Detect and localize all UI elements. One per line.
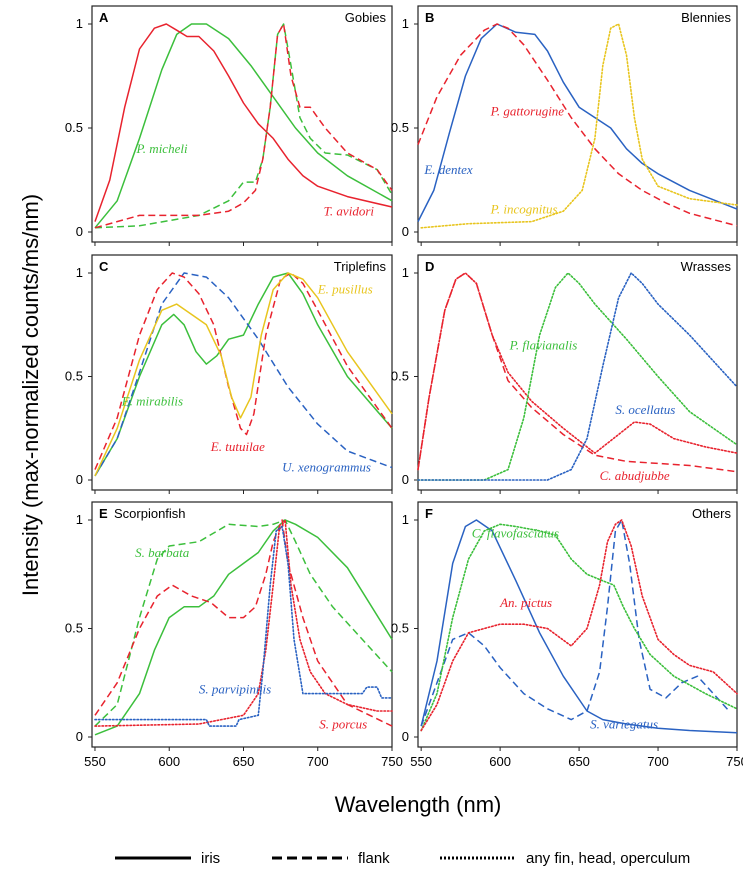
- species-label: C. abudjubbe: [600, 468, 670, 483]
- species-label: E. pusillus: [317, 282, 373, 297]
- y-tick-label: 1: [402, 16, 409, 31]
- series-line-s-variegatus-dashed: [420, 519, 730, 727]
- species-label: S. parvipinnis: [199, 682, 271, 697]
- series-line-c-flavofasciatus-dotted: [420, 523, 738, 732]
- series-line-t-avidori-solid: [94, 23, 393, 222]
- panel-letter: A: [99, 10, 109, 25]
- series-line-s-barbata-dashed: [94, 519, 393, 727]
- series-line-p-flavianalis-dotted: [417, 272, 738, 481]
- species-label: U. xenogrammus: [282, 460, 371, 475]
- series-line-p-micheli-solid: [94, 23, 393, 229]
- series-line-s-porcus-dotted: [94, 519, 393, 727]
- series-line-s-barbata-solid: [94, 519, 393, 736]
- panel-title: Scorpionfish: [114, 506, 186, 521]
- species-label: P. micheli: [136, 141, 188, 156]
- legend: iris flank any fin, head, operculum: [115, 850, 690, 867]
- species-label: An. pictus: [499, 595, 552, 610]
- panel-c: 0 0.5 1 E. pusillus E. mirabilis E. tutuilae U…: [65, 254, 393, 494]
- panel-frame: [417, 254, 738, 491]
- x-tick-label: 600: [158, 754, 180, 769]
- panel-title: Others: [692, 506, 732, 521]
- series-line-s-variegatus-solid: [420, 519, 738, 734]
- x-tick-label: 700: [647, 754, 669, 769]
- species-label: P. incognitus: [490, 201, 558, 216]
- series-line-t-avidori-dashed: [94, 23, 393, 229]
- x-tick-label: 650: [568, 754, 590, 769]
- panels: 0 0.5 1 P. micheli T. avidori A Gobies 0 0.5 1 P. …: [65, 5, 743, 769]
- y-tick-label: 1: [76, 265, 83, 280]
- y-tick-label: 0.5: [65, 621, 83, 636]
- series-line-an-pictus-dotted: [420, 519, 738, 732]
- y-tick-label: 0: [76, 729, 83, 744]
- panel-e: 0 0.5 1 550 600 650 700 750 S. barbata S. parvipi…: [65, 501, 403, 769]
- series-line-c-abudjubbe-dotted: [417, 272, 738, 471]
- y-tick-label: 0.5: [391, 369, 409, 384]
- panel-d: 0 0.5 1 P. flavianalis S. ocellatus C. abudju…: [391, 254, 738, 494]
- species-label: C. flavofasciatus: [472, 525, 559, 540]
- species-label: S. porcus: [319, 716, 367, 731]
- species-label: P. gattorugine: [490, 104, 565, 119]
- panel-a: 0 0.5 1 P. micheli T. avidori A Gobies: [65, 5, 393, 246]
- panel-letter: F: [425, 506, 433, 521]
- y-tick-label: 0: [76, 224, 83, 239]
- y-tick-label: 0.5: [391, 621, 409, 636]
- panel-frame: [417, 501, 738, 748]
- species-label: E. mirabilis: [121, 393, 183, 408]
- species-label: E. dentex: [423, 162, 473, 177]
- panel-title: Wrasses: [681, 259, 732, 274]
- y-tick-label: 1: [76, 512, 83, 527]
- species-label: S. variegatus: [590, 716, 658, 731]
- panel-letter: C: [99, 259, 109, 274]
- y-axis-label: Intensity (max-normalized counts/ms/nm): [18, 194, 43, 596]
- y-tick-label: 0: [402, 729, 409, 744]
- x-tick-label: 550: [410, 754, 432, 769]
- series-line-u-xenogrammus-dashed: [94, 272, 393, 477]
- y-tick-label: 0: [402, 472, 409, 487]
- legend-label-solid: iris: [201, 850, 220, 867]
- species-label: E. tutuilae: [210, 439, 265, 454]
- series-line-p-micheli-dashed: [94, 23, 393, 229]
- series-line-s-parvipinnis-dotted: [94, 525, 393, 727]
- panel-title: Gobies: [345, 10, 387, 25]
- y-tick-label: 1: [402, 265, 409, 280]
- series-line-e-tutuilae-dashed: [94, 272, 393, 470]
- x-tick-label: 750: [381, 754, 403, 769]
- x-tick-label: 600: [489, 754, 511, 769]
- y-tick-label: 0: [76, 472, 83, 487]
- x-tick-label: 550: [84, 754, 106, 769]
- series-line-e-pusillus-solid: [94, 272, 393, 477]
- species-label: S. barbata: [135, 545, 190, 560]
- species-label: P. flavianalis: [509, 338, 578, 353]
- species-label: T. avidori: [324, 203, 375, 218]
- panel-frame: [417, 5, 738, 243]
- series-line-p-incognitus-dotted: [420, 23, 738, 229]
- panel-title: Triplefins: [334, 259, 387, 274]
- y-tick-label: 0.5: [391, 120, 409, 135]
- panel-f: 0 0.5 1 550 600 650 700 750 C. flavofasciatus An.…: [391, 501, 743, 769]
- series-line-s-porcus-dashed: [94, 519, 393, 727]
- y-tick-label: 0: [402, 224, 409, 239]
- y-tick-label: 1: [402, 512, 409, 527]
- species-label: S. ocellatus: [615, 402, 675, 417]
- x-axis-label: Wavelength (nm): [335, 792, 502, 817]
- y-tick-label: 0.5: [65, 120, 83, 135]
- series-line-p-gattorugine-dashed: [417, 23, 738, 227]
- x-tick-label: 700: [307, 754, 329, 769]
- series-line-s-ocellatus-dotted: [417, 272, 738, 481]
- legend-label-dashed: flank: [358, 850, 390, 867]
- series-line-e-mirabilis-solid: [94, 272, 393, 477]
- x-tick-label: 750: [726, 754, 743, 769]
- panel-b: 0 0.5 1 P. gattorugine E. dentex P. incognitu…: [391, 5, 738, 246]
- x-tick-label: 650: [233, 754, 255, 769]
- y-tick-label: 0.5: [65, 369, 83, 384]
- y-tick-label: 1: [76, 16, 83, 31]
- panel-letter: B: [425, 10, 434, 25]
- panel-title: Blennies: [681, 10, 731, 25]
- legend-label-dotted: any fin, head, operculum: [526, 850, 690, 867]
- panel-letter: E: [99, 506, 108, 521]
- series-line-c-abudjubbe-dashed: [417, 272, 738, 473]
- panel-letter: D: [425, 259, 434, 274]
